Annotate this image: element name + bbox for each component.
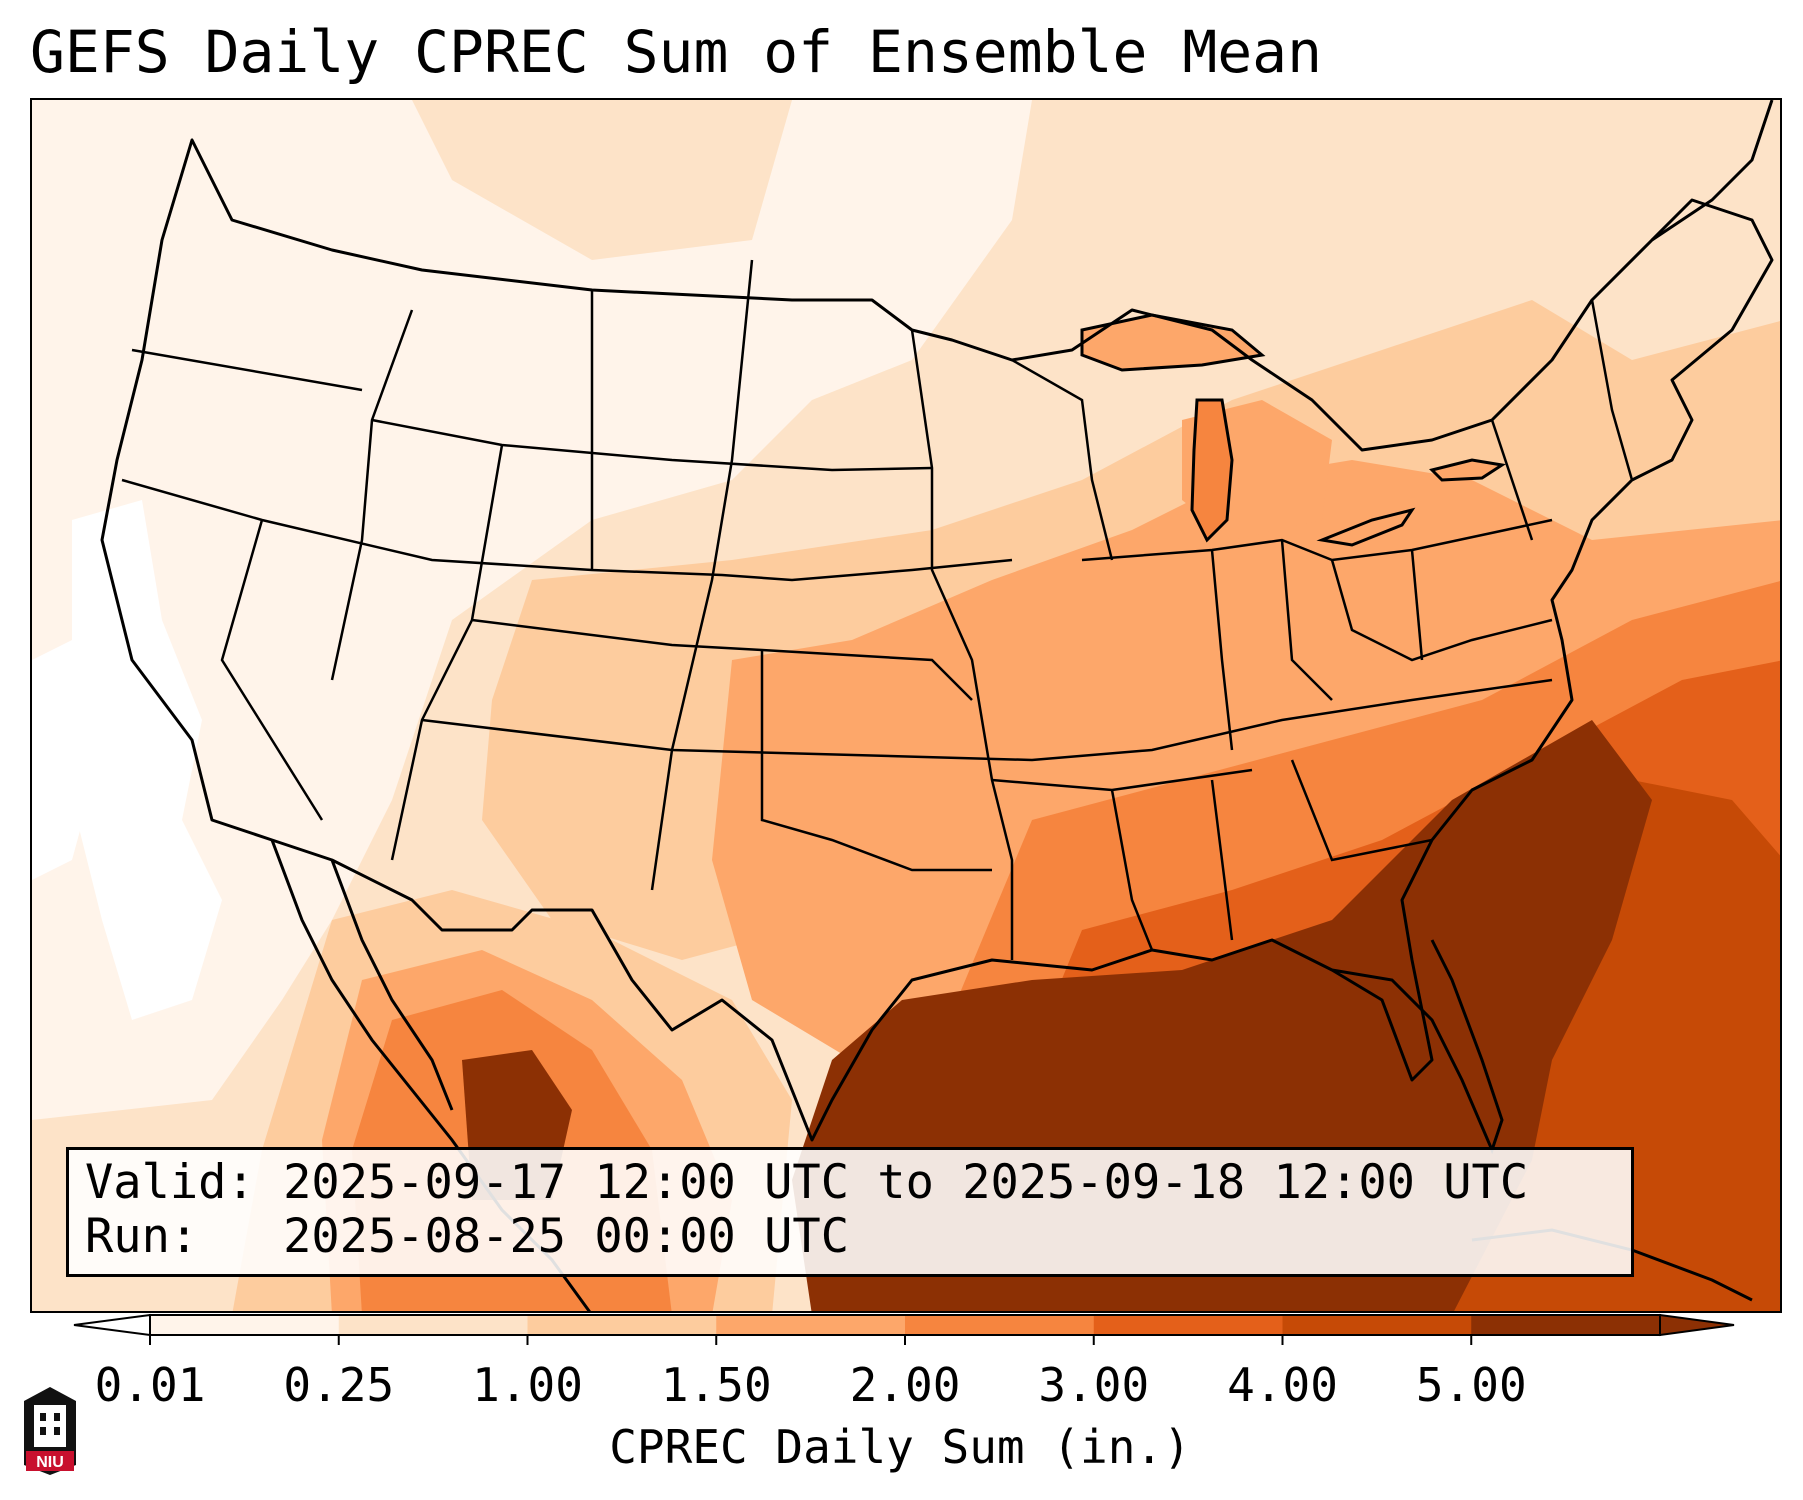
gulf-of-california-coast — [330, 859, 454, 1111]
precip-band-none-offshore — [32, 640, 102, 880]
colorbar-swatch — [1471, 1315, 1661, 1335]
precipitation-map — [30, 98, 1782, 1313]
colorbar-swatch — [905, 1315, 1095, 1335]
colorbar-tick-label: 0.01 — [94, 1358, 206, 1412]
map-svg — [32, 100, 1780, 1311]
colorbar-title: CPREC Daily Sum (in.) — [609, 1420, 1191, 1474]
colorbar — [73, 1313, 1735, 1345]
colorbar-swatch — [150, 1315, 340, 1335]
run-time-line: Run: 2025-08-25 00:00 UTC — [85, 1209, 850, 1264]
logo-tower — [34, 1405, 66, 1447]
colorbar-tick-label: 5.00 — [1415, 1358, 1527, 1412]
colorbar-tick-label: 3.00 — [1038, 1358, 1150, 1412]
logo-band — [26, 1451, 74, 1471]
us-outline — [100, 138, 1774, 1142]
lake-michigan — [1190, 398, 1234, 543]
valid-time-line: Valid: 2025-09-17 12:00 UTC to 2025-09-1… — [85, 1155, 1529, 1210]
colorbar-ticks — [149, 1335, 1473, 1345]
lake-erie — [1316, 507, 1416, 547]
canada-coast — [1651, 100, 1774, 242]
colorbar-swatch — [1282, 1315, 1472, 1335]
colorbar-tick-label: 1.50 — [660, 1358, 772, 1412]
precip-band-1-50 — [712, 460, 1780, 1060]
colorbar-tick-label: 4.00 — [1227, 1358, 1338, 1412]
colorbar-swatch — [338, 1315, 528, 1335]
lake-ontario — [1429, 458, 1507, 482]
colorbar-swatch — [716, 1315, 906, 1335]
colorbar-under-triangle — [73, 1313, 151, 1337]
colorbar-tick-label: 2.00 — [849, 1358, 961, 1412]
colorbar-tick-label: 1.00 — [472, 1358, 583, 1412]
map-title: GEFS Daily CPREC Sum of Ensemble Mean — [30, 18, 1323, 86]
colorbar-tick-label: 0.25 — [283, 1358, 395, 1412]
colorbar-swatches — [150, 1315, 1661, 1335]
precip-band-none-west — [72, 500, 222, 1020]
validity-info-box: Valid: 2025-09-17 12:00 UTC to 2025-09-1… — [66, 1147, 1634, 1277]
state-boundaries — [121, 259, 1634, 960]
colorbar-over-triangle — [1659, 1313, 1735, 1337]
niu-logo: NIU — [24, 1387, 76, 1475]
colorbar-swatch — [1093, 1315, 1283, 1335]
colorbar-swatch — [527, 1315, 717, 1335]
logo-text: NIU — [36, 1454, 64, 1471]
